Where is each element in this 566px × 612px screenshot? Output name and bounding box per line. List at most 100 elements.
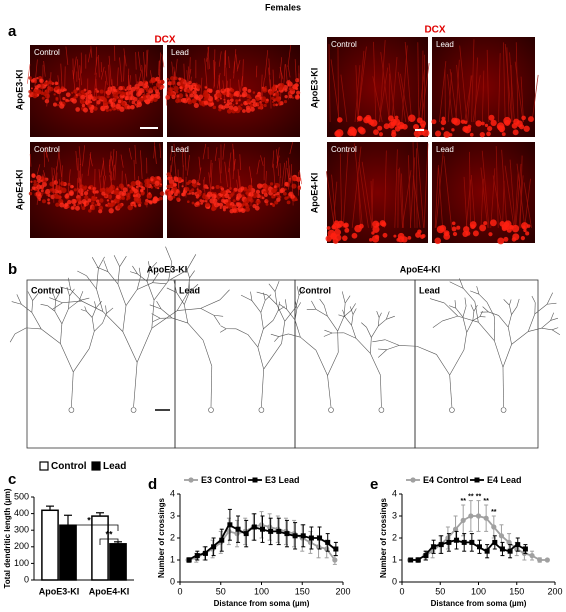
cell xyxy=(431,119,437,125)
dendrite xyxy=(133,362,138,408)
fiber xyxy=(264,170,267,197)
fiber xyxy=(394,149,398,228)
cell xyxy=(265,202,269,206)
cell xyxy=(233,92,238,97)
cell xyxy=(81,206,86,211)
dendrite xyxy=(51,290,56,300)
legend-marker xyxy=(410,477,416,483)
cell xyxy=(115,194,120,199)
dendrite xyxy=(138,267,141,277)
fiber xyxy=(58,148,62,177)
dendrite xyxy=(91,317,95,332)
fiber xyxy=(100,66,105,80)
cell xyxy=(83,191,89,196)
significance: ** xyxy=(105,529,113,539)
image-label: Control xyxy=(34,145,60,154)
cell xyxy=(191,188,195,192)
fiber xyxy=(127,68,130,95)
cell xyxy=(396,238,401,242)
cell xyxy=(65,203,68,207)
dendrite xyxy=(73,348,90,373)
cell xyxy=(176,81,181,86)
cell xyxy=(276,191,280,195)
significance: ** xyxy=(491,509,497,516)
dendrite xyxy=(462,305,467,318)
tracing-box xyxy=(414,279,539,449)
fiber xyxy=(447,74,454,123)
cell xyxy=(159,183,163,186)
y-tick-label: 300 xyxy=(14,525,29,535)
fiber xyxy=(279,163,282,178)
fiber xyxy=(183,63,185,86)
point xyxy=(454,537,460,543)
point xyxy=(445,535,451,541)
cell xyxy=(96,100,101,105)
cell xyxy=(87,94,93,100)
dendrite xyxy=(324,329,333,334)
dendrite xyxy=(550,317,559,321)
cell xyxy=(198,100,205,106)
cell xyxy=(205,202,210,208)
dendrite xyxy=(137,282,153,290)
dendrite xyxy=(386,315,395,320)
dendrite xyxy=(327,315,338,332)
fiber xyxy=(399,167,403,228)
fiber xyxy=(218,77,221,100)
significance: ** xyxy=(468,493,474,500)
point xyxy=(292,533,298,539)
cell xyxy=(222,205,227,210)
fiber xyxy=(288,79,291,100)
cell xyxy=(252,204,257,209)
cell xyxy=(83,107,88,113)
dendrite xyxy=(296,302,302,309)
point xyxy=(194,553,200,559)
dendrite xyxy=(378,319,387,327)
cell xyxy=(421,233,426,238)
fiber xyxy=(79,164,82,188)
fiber xyxy=(268,67,271,92)
cell xyxy=(488,232,493,237)
fiber xyxy=(223,52,226,77)
fiber xyxy=(242,59,244,87)
dendrite xyxy=(457,315,479,323)
fiber xyxy=(217,72,221,89)
cell xyxy=(75,205,80,211)
cell xyxy=(378,132,384,137)
image-label: Lead xyxy=(171,48,189,57)
y-tick-label: 4 xyxy=(170,488,175,498)
dendrite xyxy=(183,291,190,305)
fiber xyxy=(438,61,447,123)
cell xyxy=(104,105,109,110)
cell xyxy=(377,125,383,131)
y-tick-label: 0 xyxy=(24,574,29,584)
cell xyxy=(274,193,277,196)
cell xyxy=(222,208,226,212)
fiber xyxy=(240,76,243,93)
fiber xyxy=(42,170,47,181)
cell xyxy=(419,120,426,127)
fiber xyxy=(328,44,331,123)
cell xyxy=(138,87,145,94)
dendrite xyxy=(168,270,187,281)
fiber xyxy=(469,151,471,228)
cell xyxy=(371,231,375,235)
cell xyxy=(240,208,246,213)
dendrite xyxy=(385,311,390,320)
fiber xyxy=(272,163,276,185)
cell xyxy=(82,186,87,191)
dendrite xyxy=(355,338,371,354)
dendrite xyxy=(105,305,107,314)
cell xyxy=(343,222,349,228)
fiber xyxy=(370,181,374,228)
dendrite xyxy=(62,300,82,304)
dendrite xyxy=(149,304,162,310)
point xyxy=(461,539,467,545)
cell xyxy=(186,88,190,93)
dendrite xyxy=(361,322,367,328)
dendrite xyxy=(96,268,99,290)
point xyxy=(219,537,225,543)
point xyxy=(506,539,512,546)
fiber xyxy=(435,150,444,228)
point xyxy=(234,531,240,537)
cell xyxy=(33,183,37,187)
